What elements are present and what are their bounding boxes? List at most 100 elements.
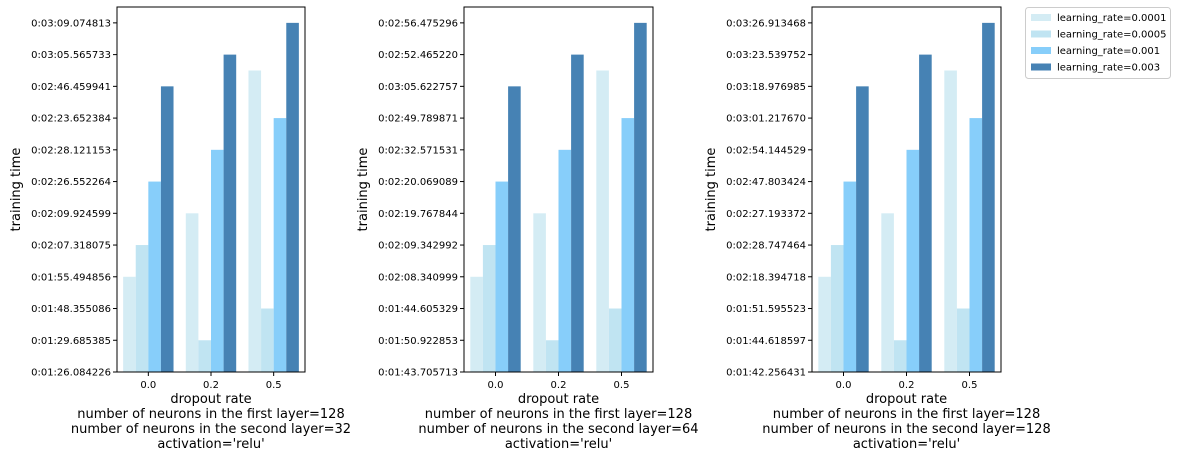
x-axis-label-line: activation='relu' [505, 437, 612, 452]
legend: learning_rate=0.0001 learning_rate=0.0005… [1025, 7, 1171, 79]
legend-label: learning_rate=0.0001 [1057, 13, 1166, 24]
y-tick-label: 0:02:23.652384 [31, 114, 111, 125]
y-tick-label: 0:02:56.475296 [378, 18, 458, 29]
y-tick-label: 0:02:49.789871 [378, 114, 458, 125]
y-tick-label: 0:03:23.539752 [726, 50, 806, 61]
y-tick-label: 0:02:09.924599 [31, 209, 111, 220]
y-axis-label: training time [9, 148, 24, 232]
bar-2-4-1 [508, 86, 521, 372]
x-axis-label-line: number of neurons in the second layer=12… [762, 422, 1050, 437]
x-tick-label: 0.2 [203, 380, 219, 391]
y-tick-label: 0:02:08.340999 [378, 272, 458, 283]
bar-3-4-2 [919, 54, 932, 373]
x-axis-label-line: number of neurons in the first layer=128 [773, 407, 1040, 422]
x-axis-label-line: number of neurons in the first layer=128 [77, 407, 344, 422]
y-tick-label: 0:01:42.256431 [726, 368, 806, 379]
legend-label: learning_rate=0.001 [1057, 46, 1160, 57]
bar-1-1-3 [248, 70, 262, 372]
bar-1-1-1 [123, 276, 136, 372]
bar-1-2-1 [135, 245, 149, 372]
bar-2-3-3 [621, 118, 635, 372]
bar-3-2-3 [956, 308, 970, 372]
y-tick-label: 0:03:18.976985 [726, 82, 806, 93]
bar-2-2-2 [545, 340, 559, 372]
y-tick-label: 0:02:32.571531 [378, 145, 458, 156]
x-axis-label-line: activation='relu' [853, 437, 960, 452]
bar-3-2-1 [830, 245, 844, 372]
x-tick-label: 0.0 [140, 380, 156, 391]
legend-frame [1025, 7, 1171, 79]
axes-3: 0:01:42.256431 0:01:44.618597 0:01:51.5955… [704, 6, 1051, 452]
y-tick-label: 0:02:07.318075 [31, 241, 111, 252]
x-tick-label: 0.5 [962, 380, 978, 391]
y-tick-label: 0:03:09.074813 [31, 18, 111, 29]
bar-1-1-2 [185, 213, 199, 372]
y-tick-label: 0:01:43.705713 [378, 368, 458, 379]
y-axis-label: training time [356, 148, 371, 232]
bar-1-4-3 [286, 22, 299, 373]
bar-3-3-1 [843, 181, 857, 372]
x-tick-label: 0.5 [266, 380, 282, 391]
y-tick-label: 0:02:20.069089 [378, 177, 458, 188]
y-tick-label: 0:02:26.552264 [31, 177, 111, 188]
bar-1-3-1 [148, 181, 161, 372]
y-tick-label: 0:01:51.595523 [726, 304, 806, 315]
legend-swatch [1031, 47, 1051, 54]
bar-1-2-2 [198, 340, 211, 372]
y-tick-label: 0:01:44.605329 [378, 304, 458, 315]
y-tick-label: 0:01:44.618597 [726, 336, 806, 347]
axes-2: 0:01:43.705713 0:01:50.922853 0:01:44.6053… [356, 6, 699, 452]
y-tick-label: 0:01:26.084226 [31, 368, 111, 379]
bar-1-4-1 [160, 86, 174, 372]
x-axis-label-line: number of neurons in the second layer=32 [71, 422, 351, 437]
y-tick-label: 0:03:05.622757 [378, 82, 458, 93]
bar-1-3-3 [273, 118, 287, 372]
bar-3-2-2 [893, 340, 907, 372]
bar-2-3-2 [558, 149, 572, 372]
legend-swatch [1031, 63, 1051, 71]
y-tick-label: 0:02:47.803424 [726, 177, 806, 188]
bar-3-1-3 [944, 70, 957, 372]
x-axis-label: dropout rate [518, 392, 599, 407]
x-axis-label: dropout rate [866, 392, 947, 407]
bar-3-4-1 [856, 86, 869, 372]
legend-label: learning_rate=0.003 [1057, 63, 1160, 74]
bar-2-2-1 [482, 245, 496, 372]
axes-1: 0:01:26.084226 0:01:29.685385 0:01:48.3550… [9, 6, 351, 452]
bar-3-3-2 [906, 149, 920, 372]
legend-swatch [1031, 30, 1051, 38]
y-tick-label: 0:03:01.217670 [726, 114, 806, 125]
y-axis-label: training time [704, 148, 719, 232]
bar-2-1-2 [533, 213, 546, 372]
y-tick-label: 0:02:19.767844 [378, 209, 458, 220]
y-tick-label: 0:02:18.394718 [726, 272, 806, 283]
bar-3-1-1 [818, 276, 831, 372]
x-tick-label: 0.0 [488, 380, 504, 391]
x-tick-label: 0.5 [614, 380, 630, 391]
bar-2-1-1 [470, 276, 483, 372]
bar-2-2-3 [608, 308, 622, 372]
y-tick-label: 0:01:50.922853 [378, 336, 458, 347]
bar-2-4-3 [634, 22, 647, 373]
x-axis-label-line: number of neurons in the first layer=128 [425, 407, 692, 422]
y-tick-label: 0:02:52.465220 [378, 50, 458, 61]
bar-3-3-3 [969, 118, 983, 372]
x-tick-label: 0.2 [899, 380, 915, 391]
y-tick-label: 0:02:27.193372 [726, 209, 806, 220]
y-tick-label: 0:02:28.121153 [31, 145, 111, 156]
x-tick-label: 0.0 [836, 380, 852, 391]
bar-2-3-1 [495, 181, 509, 372]
y-tick-label: 0:02:54.144529 [726, 145, 806, 156]
bar-1-4-2 [223, 54, 237, 373]
legend-label: learning_rate=0.0005 [1057, 30, 1166, 41]
y-tick-label: 0:01:48.355086 [31, 304, 111, 315]
y-tick-label: 0:03:05.565733 [31, 50, 111, 61]
bar-2-1-3 [596, 70, 609, 372]
x-axis-label-line: activation='relu' [157, 437, 264, 452]
y-tick-label: 0:02:28.747464 [726, 241, 806, 252]
y-tick-label: 0:02:46.459941 [31, 82, 111, 93]
bar-3-1-2 [881, 213, 894, 372]
x-tick-label: 0.2 [551, 380, 567, 391]
bar-3-4-3 [982, 22, 995, 373]
